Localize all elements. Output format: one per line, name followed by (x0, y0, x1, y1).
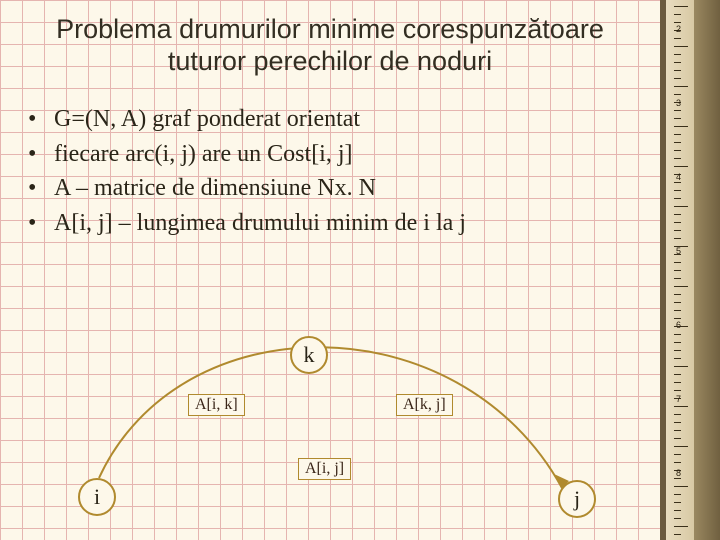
bullet-item: •A – matrice de dimensiune Nx. N (28, 171, 634, 206)
ruler-number: 6 (676, 320, 681, 330)
node-label: k (304, 342, 315, 368)
ruler-number: 2 (676, 24, 681, 34)
bullet-text: fiecare arc(i, j) are un Cost[i, j] (54, 137, 353, 172)
graph-diagram: k i j A[i, k] A[k, j] A[i, j] (0, 332, 660, 532)
edge-label-text: A[k, j] (403, 396, 446, 413)
node-label: j (574, 486, 580, 512)
bullet-text: A – matrice de dimensiune Nx. N (54, 171, 376, 206)
ruler-decoration: 2 3 4 5 6 7 8 (660, 0, 720, 540)
ruler-number: 4 (676, 172, 681, 182)
bullet-item: •A[i, j] – lungimea drumului minim de i … (28, 206, 634, 241)
ruler-number: 3 (676, 98, 681, 108)
slide-title: Problema drumurilor minime corespunzătoa… (26, 14, 634, 78)
edge-label-text: A[i, k] (195, 396, 238, 413)
bullet-marker: • (28, 102, 54, 137)
edge-label-text: A[i, j] (305, 460, 344, 477)
ruler-number: 7 (676, 394, 681, 404)
node-label: i (94, 484, 100, 510)
bullet-text: G=(N, A) graf ponderat orientat (54, 102, 360, 137)
graph-node-i: i (78, 478, 116, 516)
bullet-marker: • (28, 137, 54, 172)
ruler-number: 8 (676, 468, 681, 478)
ruler-number: 5 (676, 246, 681, 256)
bullet-item: •fiecare arc(i, j) are un Cost[i, j] (28, 137, 634, 172)
bullet-item: •G=(N, A) graf ponderat orientat (28, 102, 634, 137)
bullet-text: A[i, j] – lungimea drumului minim de i l… (54, 206, 466, 241)
bullet-marker: • (28, 206, 54, 241)
edge-label-aik: A[i, k] (188, 394, 245, 416)
edge-label-aij: A[i, j] (298, 458, 351, 480)
bullet-marker: • (28, 171, 54, 206)
bullet-list: •G=(N, A) graf ponderat orientat•fiecare… (26, 102, 634, 241)
graph-node-j: j (558, 480, 596, 518)
graph-node-k: k (290, 336, 328, 374)
edge-label-akj: A[k, j] (396, 394, 453, 416)
slide: 2 3 4 5 6 7 8 Problema drumurilor minime cores… (0, 0, 720, 540)
